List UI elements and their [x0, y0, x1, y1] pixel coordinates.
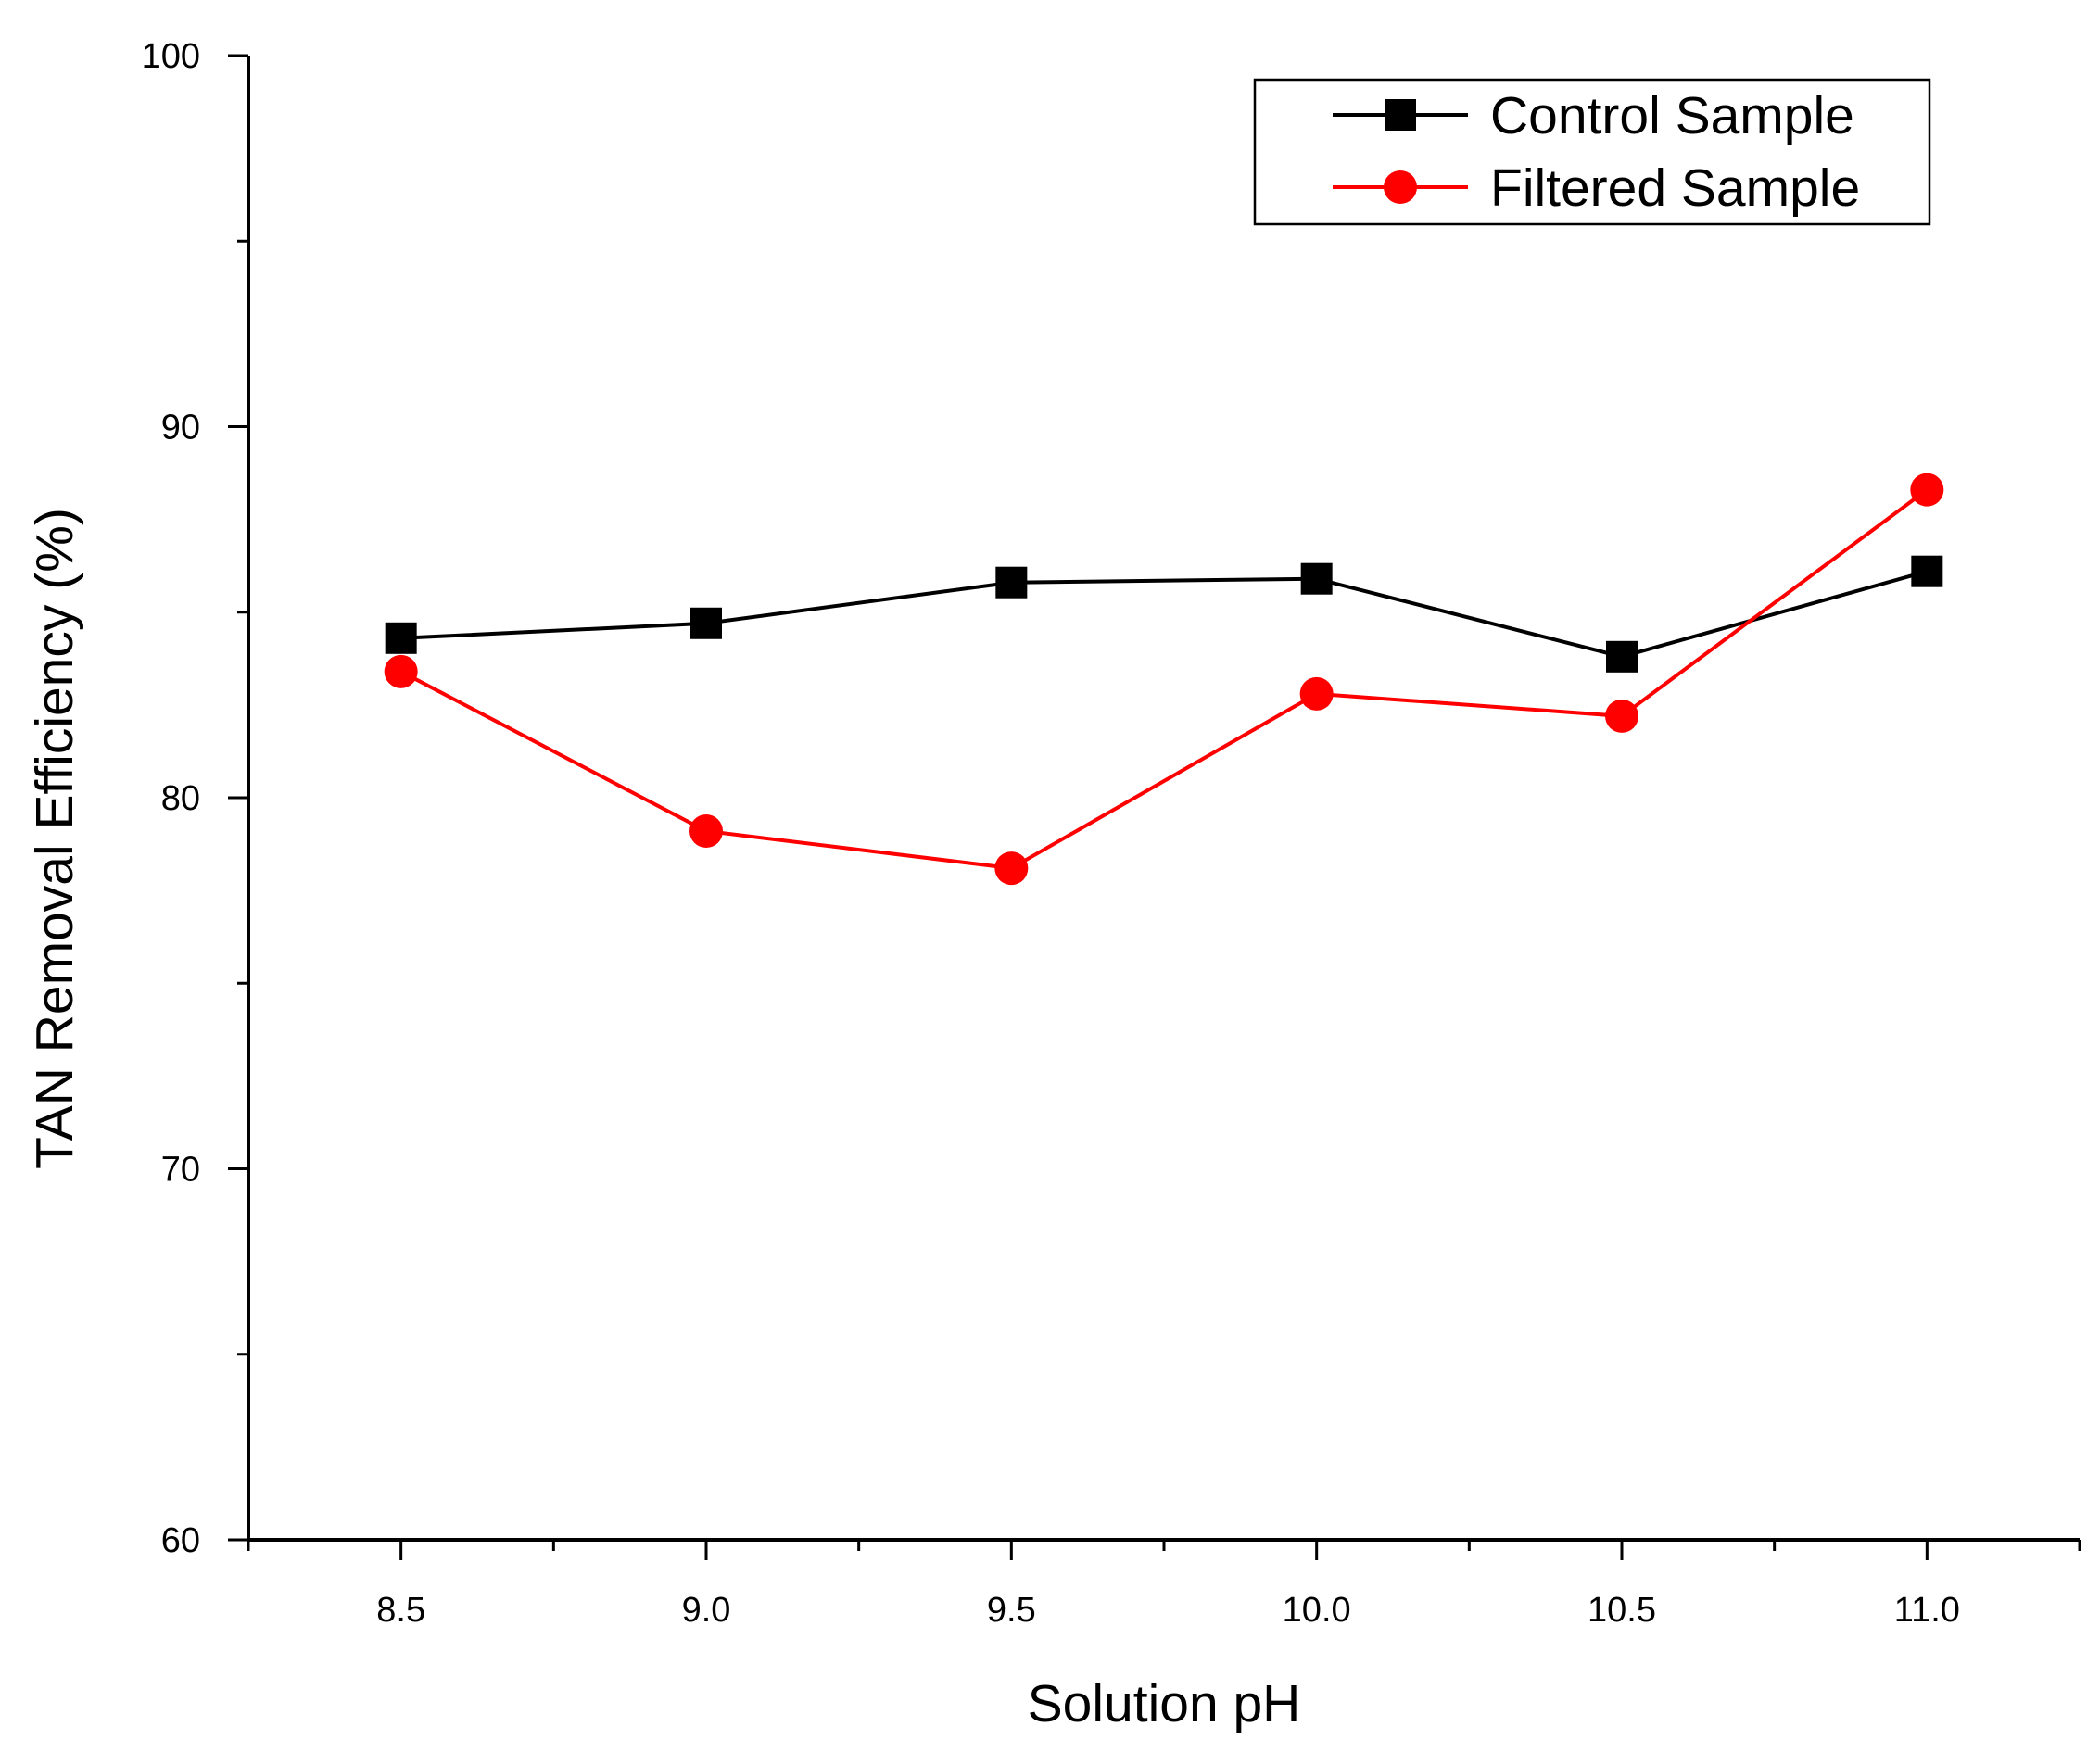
- y-tick-label: 100: [142, 37, 200, 76]
- y-tick-label: 70: [161, 1151, 200, 1190]
- legend: Control Sample Filtered Sample: [1253, 78, 1931, 226]
- x-tick-label: 8.5: [376, 1591, 425, 1630]
- filtered-sample-point: [689, 814, 723, 849]
- filtered-sample-line: [399, 487, 1929, 871]
- x-axis-title: Solution pH: [1028, 1674, 1301, 1733]
- control-sample-point: [1300, 562, 1333, 595]
- x-tick-label: 9.5: [987, 1591, 1036, 1630]
- x-tick-label: 11.0: [1894, 1591, 1960, 1630]
- y-tick-label: 80: [161, 779, 200, 818]
- y-axis-title: TAN Removal Efficiency (%): [25, 508, 84, 1169]
- x-tick-label: 10.0: [1283, 1591, 1351, 1630]
- axes-layer: 8.5 9.0 9.5 10.0 10.5 11.0 60 70 80 90 100: [142, 37, 2081, 1630]
- control-sample-point: [1606, 640, 1638, 673]
- legend-control-sample-marker: [1385, 99, 1416, 131]
- control-sample-point: [690, 607, 722, 639]
- x-tick-label: 10.5: [1588, 1591, 1656, 1630]
- filtered-sample-point: [1605, 699, 1638, 733]
- filtered-sample-point: [384, 654, 418, 688]
- filtered-sample-point: [994, 851, 1029, 886]
- x-tick-label: 9.0: [682, 1591, 731, 1630]
- y-tick-label: 90: [161, 409, 200, 447]
- legend-filtered-sample-marker: [1384, 170, 1417, 204]
- legend-control-sample-label: Control Sample: [1490, 86, 1854, 145]
- control-sample-line: [400, 569, 1928, 659]
- series-layer: [384, 473, 1944, 886]
- control-sample-point: [995, 566, 1028, 599]
- control-sample-point: [385, 622, 417, 654]
- legend-filtered-sample-label: Filtered Sample: [1490, 158, 1860, 218]
- legend-box: [1253, 78, 1931, 226]
- y-tick-label: 60: [161, 1521, 200, 1560]
- filtered-sample-point: [1910, 473, 1944, 507]
- filtered-sample-point: [1299, 676, 1334, 711]
- control-sample-point: [1911, 555, 1943, 587]
